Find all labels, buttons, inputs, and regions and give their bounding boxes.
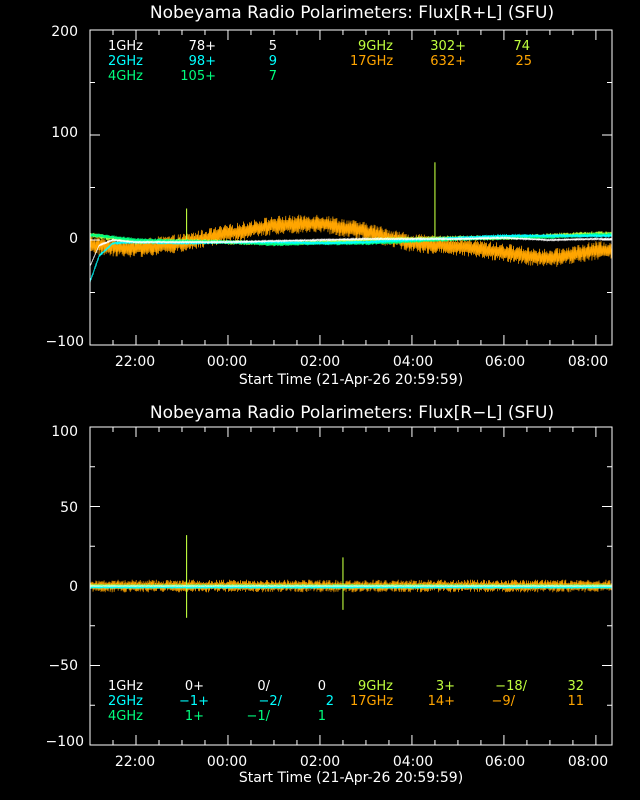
chart-top-xtick-label: 06:00	[485, 354, 525, 370]
legend-bottom-2ghz-sep: −2/	[258, 694, 282, 709]
chart-top-frame	[89, 29, 613, 346]
legend-bottom-1ghz-band: 1GHz	[108, 679, 143, 694]
chart-bottom-ticks	[89, 426, 612, 746]
chart-top-series-2ghz	[89, 233, 613, 284]
chart-top-title: Nobeyama Radio Polarimeters: Flux[R+L] (…	[150, 3, 554, 23]
chart-top-xtick-label: 04:00	[393, 354, 433, 370]
legend-top-4ghz-band: 4GHz	[108, 69, 143, 84]
chart-bottom-xtick-label: 08:00	[568, 754, 608, 770]
chart-bottom-xtick-label: 02:00	[300, 754, 340, 770]
chart-top-xtick-label: 08:00	[568, 354, 608, 370]
legend-bottom-4ghz-sep: −1/	[246, 709, 270, 724]
chart-top-xtick-label: 02:00	[300, 354, 340, 370]
chart-top-ytick-label: −100	[46, 334, 84, 350]
legend-bottom-2ghz-band: 2GHz	[108, 694, 143, 709]
chart-bottom-xtick-label: 22:00	[115, 754, 155, 770]
chart-bottom: Nobeyama Radio Polarimeters: Flux[R−L] (…	[46, 403, 613, 786]
chart-bottom-series-2ghz	[89, 586, 613, 590]
chart-bottom-xtick-label: 00:00	[207, 754, 247, 770]
legend-bottom-17ghz-val: 11	[567, 694, 584, 709]
chart-bottom-legend: 1GHz 0+ 0/ 0 2GHz −1+ −2/ 2 4GHz 1+ −1/ …	[108, 679, 584, 724]
chart-top-xtick-label: 22:00	[115, 354, 155, 370]
chart-top-ytick-label: 200	[51, 24, 78, 40]
legend-bottom-17ghz-sep: −9/	[491, 694, 515, 709]
legend-bottom-4ghz-val: 1	[318, 709, 326, 724]
legend-bottom-9ghz-band: 9GHz	[358, 679, 393, 694]
legend-bottom-9ghz-val: 32	[567, 679, 584, 694]
chart-top-series-17ghz	[89, 214, 613, 267]
chart-bottom-ytick-label: 100	[51, 424, 78, 440]
legend-top-17ghz-val: 25	[515, 54, 532, 69]
chart-bottom-ytick-label: 0	[69, 579, 78, 595]
legend-bottom-1ghz-sep: 0/	[257, 679, 270, 694]
chart-top-ytick-label: 0	[69, 231, 78, 247]
legend-bottom-2ghz-val: 2	[326, 694, 334, 709]
chart-top-series-1ghz	[89, 236, 613, 267]
chart-bottom-ytick-label: −100	[46, 734, 84, 750]
chart-bottom-title: Nobeyama Radio Polarimeters: Flux[R−L] (…	[150, 403, 554, 423]
legend-top-4ghz-base: 105+	[180, 69, 216, 84]
legend-top-9ghz-val: 74	[513, 39, 530, 54]
legend-top-4ghz-val: 7	[269, 69, 277, 84]
legend-top-17ghz-band: 17GHz	[350, 54, 393, 69]
legend-bottom-17ghz-band: 17GHz	[350, 694, 393, 709]
legend-bottom-4ghz-band: 4GHz	[108, 709, 143, 724]
legend-top-2ghz-base: 98+	[189, 54, 216, 69]
legend-bottom-4ghz-base: 1+	[185, 709, 204, 724]
legend-bottom-9ghz-base: 3+	[436, 679, 455, 694]
chart-bottom-ytick-label: 50	[60, 500, 78, 516]
legend-top-1ghz-band: 1GHz	[108, 39, 143, 54]
chart-bottom-xtick-label: 06:00	[485, 754, 525, 770]
chart-top-legend: 1GHz 78+ 5 2GHz 98+ 9 4GHz 105+ 7 9GHz 3…	[108, 39, 532, 84]
legend-bottom-1ghz-val: 0	[318, 679, 326, 694]
chart-bottom-xlabel: Start Time (21-Apr-26 20:59:59)	[239, 770, 463, 786]
legend-top-2ghz-val: 9	[269, 54, 277, 69]
chart-bottom-series	[89, 535, 613, 618]
chart-top-ticks	[89, 29, 612, 346]
chart-top: Nobeyama Radio Polarimeters: Flux[R+L] (…	[46, 3, 613, 388]
legend-top-17ghz-base: 632+	[430, 54, 466, 69]
chart-top-ytick-label: 100	[51, 125, 78, 141]
legend-bottom-9ghz-sep: −18/	[495, 679, 527, 694]
chart-bottom-ytick-label: −50	[48, 658, 78, 674]
legend-bottom-17ghz-base: 14+	[428, 694, 455, 709]
legend-top-2ghz-band: 2GHz	[108, 54, 143, 69]
chart-top-xtick-label: 00:00	[207, 354, 247, 370]
chart-bottom-series-1ghz	[89, 585, 613, 587]
legend-top-1ghz-val: 5	[269, 39, 277, 54]
chart-top-series	[89, 162, 613, 284]
legend-bottom-2ghz-base: −1+	[179, 694, 209, 709]
chart-bottom-xtick-label: 04:00	[393, 754, 433, 770]
chart-top-xlabel: Start Time (21-Apr-26 20:59:59)	[239, 372, 463, 388]
legend-top-1ghz-base: 78+	[189, 39, 216, 54]
legend-bottom-1ghz-base: 0+	[185, 679, 204, 694]
legend-top-9ghz-band: 9GHz	[358, 39, 393, 54]
legend-top-9ghz-base: 302+	[430, 39, 466, 54]
